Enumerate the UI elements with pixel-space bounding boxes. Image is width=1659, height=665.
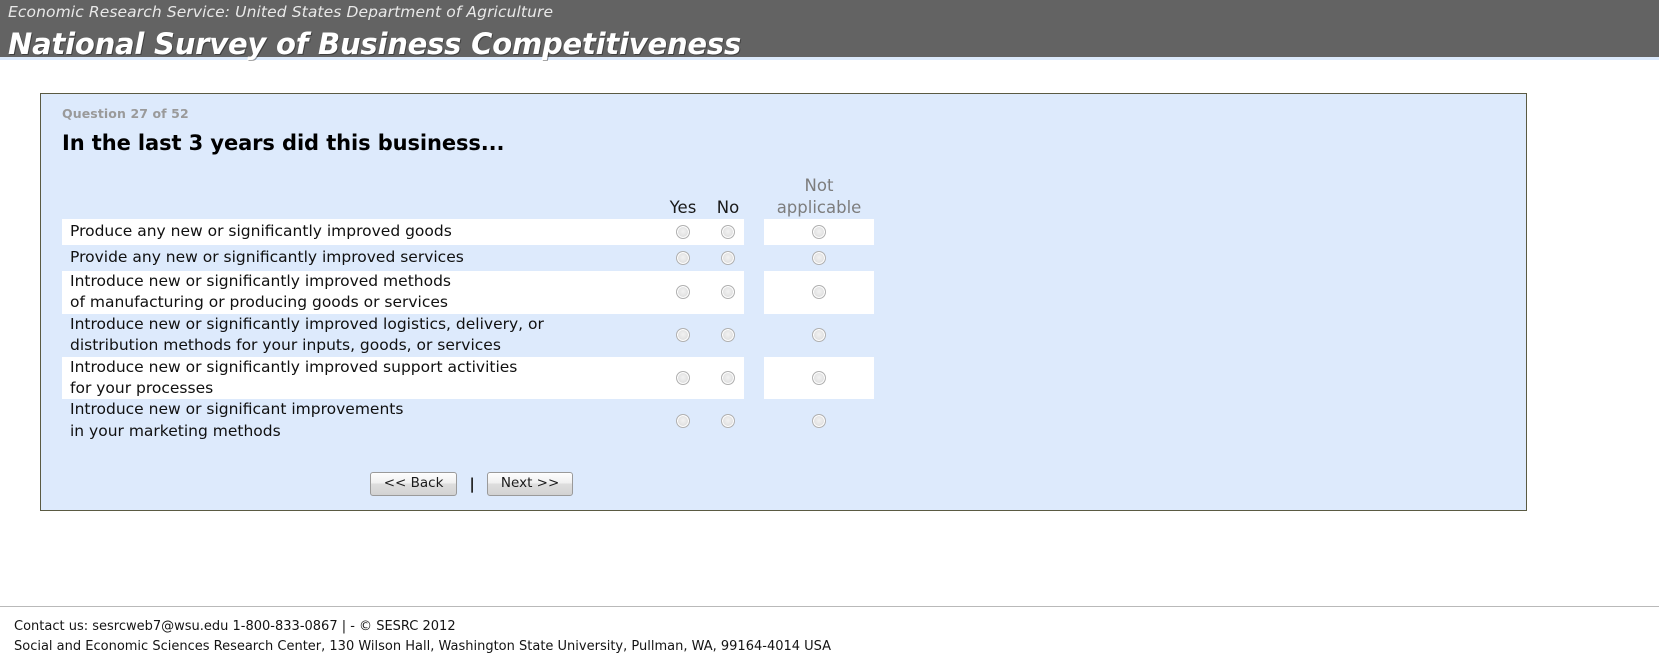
answer-rows: Produce any new or significantly improve… [62, 219, 902, 442]
radio-na-icon[interactable] [812, 251, 826, 265]
radio-cell-na[interactable] [764, 357, 874, 400]
table-row: Provide any new or significantly improve… [62, 245, 902, 271]
column-headers: Yes No Not applicable [62, 176, 902, 219]
radio-cell-yes[interactable] [660, 399, 706, 442]
row-label: Introduce new or significant improvement… [62, 399, 652, 442]
panel-wrapper: Question 27 of 52 In the last 3 years di… [0, 60, 1659, 511]
row-label-line: for your processes [70, 378, 214, 397]
radio-cell-na[interactable] [764, 399, 874, 442]
row-band-main [62, 271, 744, 314]
radio-yes-icon[interactable] [676, 285, 690, 300]
radio-cell-yes[interactable] [660, 314, 706, 357]
row-label: Introduce new or significantly improved … [62, 271, 652, 314]
radio-cell-no[interactable] [708, 271, 748, 314]
table-row: Introduce new or significant improvement… [62, 399, 902, 442]
header-underline [0, 57, 1659, 60]
radio-cell-na[interactable] [764, 245, 874, 271]
table-row: Produce any new or significantly improve… [62, 219, 902, 245]
radio-cell-no[interactable] [708, 314, 748, 357]
row-label-line: in your marketing methods [70, 421, 281, 440]
row-label-line: Introduce new or significantly improved … [70, 272, 451, 290]
na-line-1: Not [804, 176, 834, 196]
radio-na-icon[interactable] [812, 285, 826, 300]
answer-grid: Yes No Not applicable Produce any new or… [41, 176, 902, 442]
column-header-no: No [716, 198, 740, 217]
radio-no-icon[interactable] [721, 328, 735, 343]
radio-no-icon[interactable] [721, 370, 735, 385]
radio-na-icon[interactable] [812, 225, 826, 239]
radio-no-icon[interactable] [721, 413, 735, 428]
row-label: Introduce new or significantly improved … [62, 357, 652, 400]
row-label-line: Introduce new or significantly improved … [70, 314, 544, 333]
row-label: Produce any new or significantly improve… [62, 221, 652, 242]
question-counter: Question 27 of 52 [62, 106, 189, 121]
table-row: Introduce new or significantly improved … [62, 314, 902, 357]
next-button[interactable]: Next >> [486, 472, 574, 496]
row-band-main [62, 219, 744, 245]
table-row: Introduce new or significantly improved … [62, 271, 902, 314]
footer-contact-line: Contact us: sesrcweb7@wsu.edu 1-800-833-… [14, 618, 456, 634]
radio-cell-no[interactable] [708, 219, 748, 245]
row-label-line: Provide any new or significantly improve… [70, 248, 464, 267]
radio-yes-icon[interactable] [676, 225, 690, 239]
row-label: Provide any new or significantly improve… [62, 247, 652, 268]
radio-cell-yes[interactable] [660, 271, 706, 314]
page-footer: Contact us: sesrcweb7@wsu.edu 1-800-833-… [0, 605, 1659, 665]
radio-cell-yes[interactable] [660, 357, 706, 400]
question-prompt: In the last 3 years did this business... [62, 131, 505, 155]
radio-na-icon[interactable] [812, 328, 826, 343]
survey-title: National Survey of Business Competitiven… [8, 26, 742, 61]
agency-line: Economic Research Service: United States… [8, 3, 554, 21]
radio-no-icon[interactable] [721, 251, 735, 265]
radio-yes-icon[interactable] [676, 251, 690, 265]
row-label-line: Introduce new or significantly improved … [70, 357, 518, 376]
radio-cell-na[interactable] [764, 314, 874, 357]
na-line-2: applicable [776, 198, 862, 218]
column-header-not-applicable: Not applicable [764, 175, 874, 219]
radio-no-icon[interactable] [721, 225, 735, 239]
radio-no-icon[interactable] [721, 285, 735, 300]
radio-yes-icon[interactable] [676, 413, 690, 428]
row-label-line: Introduce new or significant improvement… [70, 400, 404, 419]
radio-yes-icon[interactable] [676, 328, 690, 343]
row-label-line: of manufacturing or producing goods or s… [70, 293, 449, 312]
row-label-line: distribution methods for your inputs, go… [70, 336, 501, 355]
radio-cell-no[interactable] [708, 399, 748, 442]
radio-na-icon[interactable] [812, 413, 826, 428]
site-header: Economic Research Service: United States… [0, 0, 1659, 61]
radio-cell-na[interactable] [764, 271, 874, 314]
back-button[interactable]: << Back [369, 472, 458, 496]
radio-cell-na[interactable] [764, 219, 874, 245]
row-label: Introduce new or significantly improved … [62, 314, 652, 357]
navigation-row: << Back | Next >> [41, 472, 881, 496]
column-header-yes: Yes [669, 198, 697, 217]
radio-cell-yes[interactable] [660, 245, 706, 271]
footer-address-line: Social and Economic Sciences Research Ce… [14, 638, 832, 654]
radio-na-icon[interactable] [812, 370, 826, 385]
nav-separator: | [469, 474, 475, 493]
row-band-main [62, 356, 744, 400]
radio-cell-no[interactable] [708, 357, 748, 400]
radio-cell-yes[interactable] [660, 219, 706, 245]
table-row: Introduce new or significantly improved … [62, 356, 902, 400]
radio-cell-no[interactable] [708, 245, 748, 271]
row-label-line: Produce any new or significantly improve… [70, 222, 452, 241]
radio-yes-icon[interactable] [676, 370, 690, 385]
question-panel: Question 27 of 52 In the last 3 years di… [40, 93, 1527, 511]
